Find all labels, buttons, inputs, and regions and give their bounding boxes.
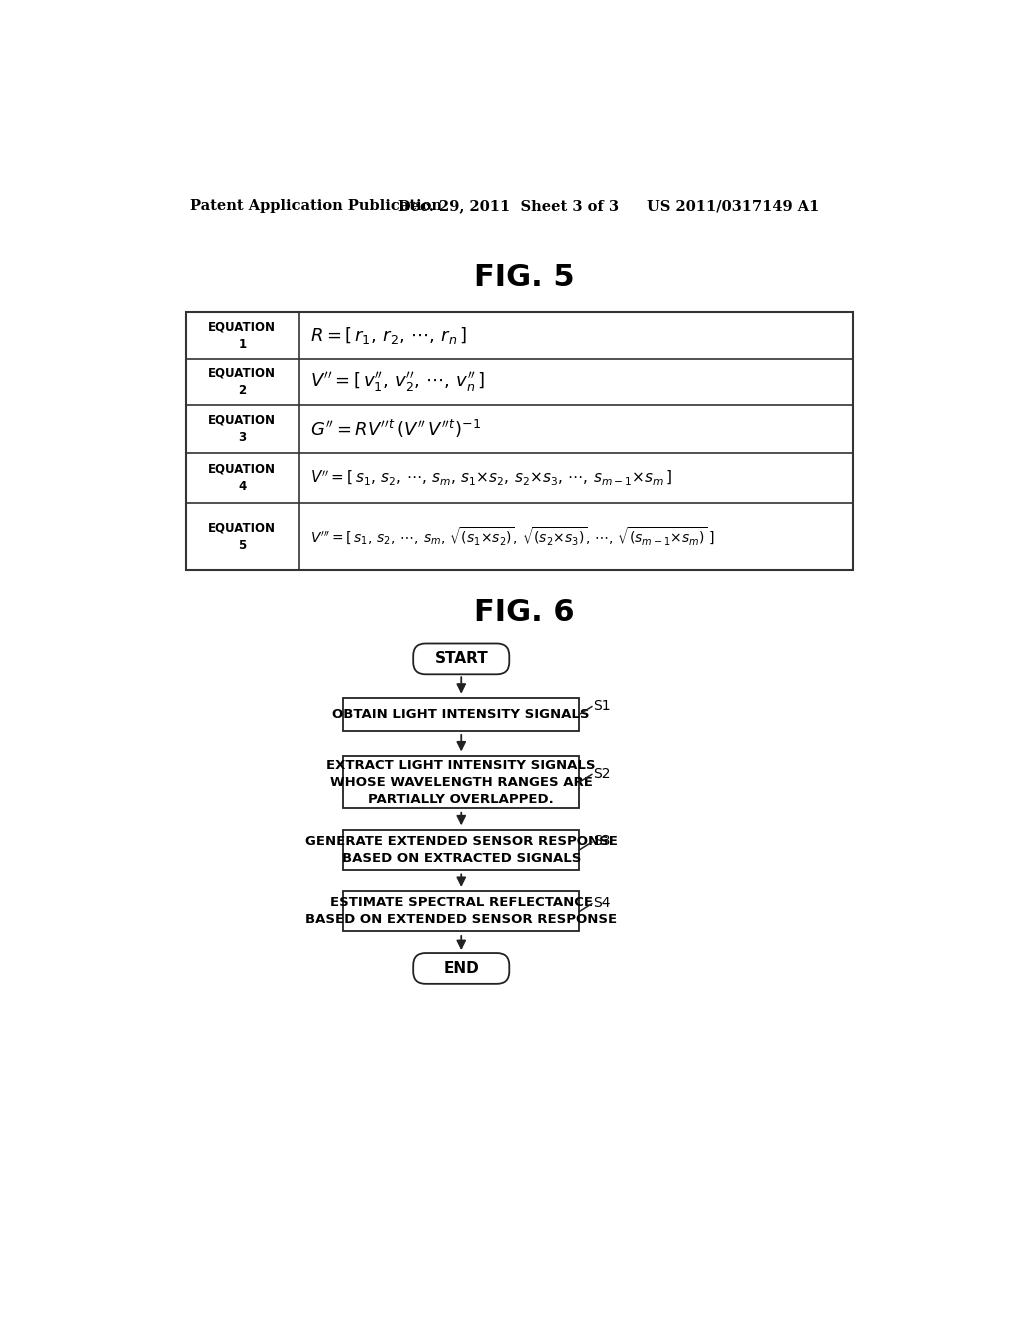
Text: END: END [443,961,479,975]
Text: $V'' = [\, s_1,\, s_2,\, \cdots,\, s_m,\, s_1 {\times} s_2,\, s_2 {\times} s_3,\: $V'' = [\, s_1,\, s_2,\, \cdots,\, s_m,\… [310,469,673,487]
Text: $V''' = [\, s_1,\, s_2,\, \cdots,\, s_m,\, \sqrt{(s_1 {\times} s_2)},\, \sqrt{(s: $V''' = [\, s_1,\, s_2,\, \cdots,\, s_m,… [310,525,715,548]
Text: GENERATE EXTENDED SENSOR RESPONSE
BASED ON EXTRACTED SIGNALS: GENERATE EXTENDED SENSOR RESPONSE BASED … [305,834,617,865]
Text: Dec. 29, 2011  Sheet 3 of 3: Dec. 29, 2011 Sheet 3 of 3 [397,199,618,213]
Text: EQUATION
1: EQUATION 1 [208,319,276,351]
Text: S1: S1 [593,698,611,713]
Text: S2: S2 [593,767,611,780]
Bar [343,891,580,932]
FancyBboxPatch shape [414,644,509,675]
Text: EQUATION
4: EQUATION 4 [208,462,276,494]
Bar [186,313,853,570]
Text: $V'' = [\, v_1'',\, v_2'',\, \cdots,\, v_n''\, ]$: $V'' = [\, v_1'',\, v_2'',\, \cdots,\, v… [310,370,485,393]
Text: FIG. 6: FIG. 6 [474,598,575,627]
Bar [343,756,580,808]
Text: OBTAIN LIGHT INTENSITY SIGNALS: OBTAIN LIGHT INTENSITY SIGNALS [333,708,590,721]
Text: S3: S3 [593,834,611,849]
Text: EXTRACT LIGHT INTENSITY SIGNALS
WHOSE WAVELENGTH RANGES ARE
PARTIALLY OVERLAPPED: EXTRACT LIGHT INTENSITY SIGNALS WHOSE WA… [327,759,596,805]
Text: FIG. 5: FIG. 5 [474,263,575,292]
Text: Patent Application Publication: Patent Application Publication [190,199,442,213]
Text: START: START [434,651,488,667]
Bar [343,830,580,870]
Text: S4: S4 [593,896,611,909]
FancyBboxPatch shape [414,953,509,983]
Text: US 2011/0317149 A1: US 2011/0317149 A1 [647,199,819,213]
Text: EQUATION
3: EQUATION 3 [208,413,276,444]
Text: ESTIMATE SPECTRAL REFLECTANCE
BASED ON EXTENDED SENSOR RESPONSE: ESTIMATE SPECTRAL REFLECTANCE BASED ON E… [305,896,617,927]
Text: EQUATION
5: EQUATION 5 [208,521,276,552]
Text: EQUATION
2: EQUATION 2 [208,366,276,397]
Text: $G'' = RV''^t\,(V''\,V''^t)^{-1}$: $G'' = RV''^t\,(V''\,V''^t)^{-1}$ [310,417,481,440]
Text: $R = [\, r_1,\, r_2,\, \cdots,\, r_n\, ]$: $R = [\, r_1,\, r_2,\, \cdots,\, r_n\, ]… [310,325,467,346]
Bar [343,698,580,730]
